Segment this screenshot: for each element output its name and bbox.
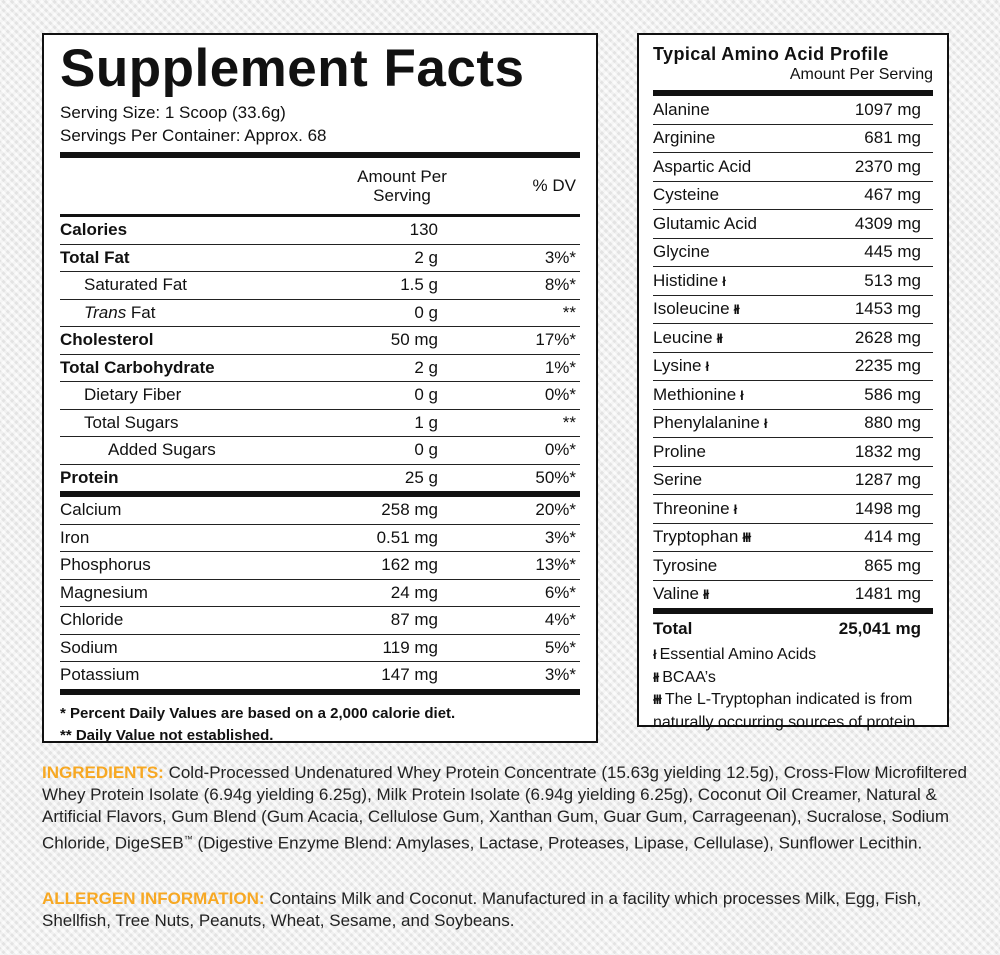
amino-acid-panel: Typical Amino Acid Profile Amount Per Se… <box>637 33 949 731</box>
nutrient-row-total-fat: Total Fat 2 g 3%* <box>60 245 580 272</box>
ingredients-label: INGREDIENTS: <box>42 763 164 782</box>
amino-row-glutamic-acid: Glutamic Acid 4309 mg <box>653 210 933 239</box>
mineral-row-potassium: Potassium 147 mg 3%* <box>60 665 576 685</box>
divider-thick <box>653 608 933 614</box>
divider-thick <box>60 688 580 695</box>
amino-row-cysteine: Cysteine 467 mg <box>653 182 933 210</box>
note-bcaas: łł BCAA’s <box>653 668 716 686</box>
amino-row-methionine: Methionine ł 586 mg <box>653 381 933 410</box>
amino-row-serine: Serine 1287 mg <box>653 467 933 495</box>
nutrient-row-total-sugars: Total Sugars 1 g ** <box>60 410 580 437</box>
amino-row-valine: Valine łł 1481 mg <box>653 584 921 604</box>
amino-row-glycine: Glycine 445 mg <box>653 239 933 267</box>
nutrient-row-cholesterol: Cholesterol 50 mg 17%* <box>60 327 580 355</box>
amino-total-row: Total 25,041 mg <box>653 619 921 638</box>
nutrient-row-trans-fat: Trans Fat 0 g ** <box>60 300 580 327</box>
amino-row-leucine: Leucine łł 2628 mg <box>653 324 933 353</box>
amino-row-phenylalanine: Phenylalanine ł 880 mg <box>653 410 933 438</box>
supplement-facts-title: Supplement Facts <box>60 39 525 98</box>
amino-row-histidine: Histidine ł 513 mg <box>653 267 933 296</box>
divider <box>60 214 580 217</box>
allergen-label: ALLERGEN INFORMATION: <box>42 889 265 908</box>
nutrient-row-calories: Calories 130 <box>60 217 580 245</box>
amino-row-isoleucine: Isoleucine łł 1453 mg <box>653 296 933 324</box>
serving-size: Serving Size: 1 Scoop (33.6g) <box>60 103 286 122</box>
amino-row-proline: Proline 1832 mg <box>653 438 933 467</box>
column-headers: Amount Per Serving % DV <box>60 158 580 214</box>
note-essential-amino-acids: ł Essential Amino Acids <box>653 646 817 663</box>
nutrient-row-total-carbohydrate: Total Carbohydrate 2 g 1%* <box>60 355 580 382</box>
supplement-facts-panel: Supplement Facts Serving Size: 1 Scoop (… <box>42 33 598 744</box>
divider-thick <box>60 491 580 497</box>
servings-per-container: Servings Per Container: Approx. 68 <box>60 126 327 145</box>
amino-row-arginine: Arginine 681 mg <box>653 125 933 153</box>
amino-row-tyrosine: Tyrosine 865 mg <box>653 552 933 581</box>
amino-acid-title: Typical Amino Acid Profile <box>653 44 889 64</box>
footnotes: * Percent Daily Values are based on a 2,… <box>60 695 580 747</box>
ingredients-text: INGREDIENTS: Cold-Processed Undenatured … <box>42 763 968 853</box>
amino-row-lysine: Lysine ł 2235 mg <box>653 353 933 381</box>
amino-row-alanine: Alanine 1097 mg <box>653 96 933 125</box>
mineral-row-magnesium: Magnesium 24 mg 6%* <box>60 580 580 607</box>
amino-row-tryptophan: Tryptophan łłł 414 mg <box>653 524 933 552</box>
footnote-not-established: ** Daily Value not established. <box>60 726 274 744</box>
mineral-row-calcium: Calcium 258 mg 20%* <box>60 497 580 525</box>
amount-header: Amount Per Serving <box>357 167 447 205</box>
dv-header: % DV <box>532 176 576 195</box>
note-tryptophan: łłł The L-Tryptophan indicated is from na… <box>653 691 920 731</box>
amino-row-aspartic-acid: Aspartic Acid 2370 mg <box>653 153 933 182</box>
nutrient-row-protein: Protein 25 g 50%* <box>60 467 576 487</box>
mineral-row-iron: Iron 0.51 mg 3%* <box>60 525 580 552</box>
divider-thick <box>653 90 933 96</box>
footnote-dv: * Percent Daily Values are based on a 2,… <box>60 704 456 722</box>
mineral-row-phosphorus: Phosphorus 162 mg 13%* <box>60 552 580 580</box>
amino-row-threonine: Threonine ł 1498 mg <box>653 495 933 524</box>
allergen-text: ALLERGEN INFORMATION: Contains Milk and … <box>42 889 922 930</box>
nutrient-row-added-sugars: Added Sugars 0 g 0%* <box>60 437 580 465</box>
amino-acid-subtitle: Amount Per Serving <box>789 66 933 83</box>
nutrient-row-saturated-fat: Saturated Fat 1.5 g 8%* <box>60 272 580 300</box>
mineral-row-chloride: Chloride 87 mg 4%* <box>60 607 580 635</box>
mineral-row-sodium: Sodium 119 mg 5%* <box>60 635 580 662</box>
nutrient-row-dietary-fiber: Dietary Fiber 0 g 0%* <box>60 382 580 410</box>
divider-thick <box>60 152 580 158</box>
